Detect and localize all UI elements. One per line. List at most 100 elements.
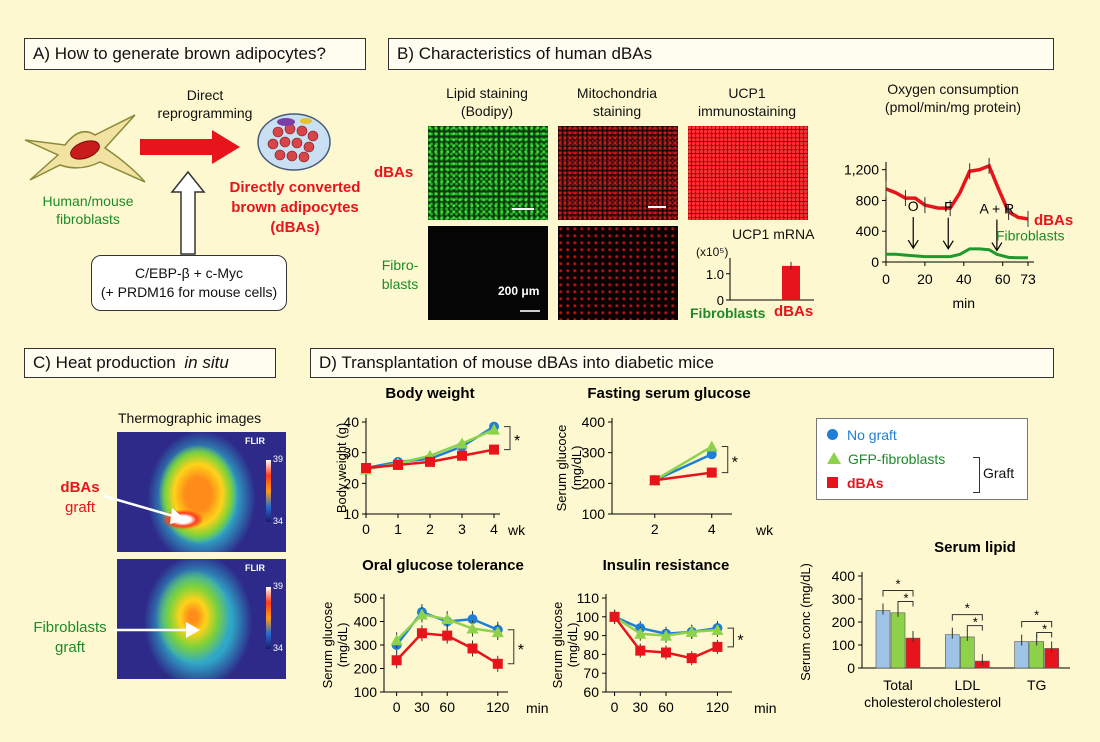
injection-label: A + R xyxy=(980,201,1015,217)
x-axis-label: min xyxy=(526,700,549,716)
mrna-xlabel-fibroblasts: Fibroblasts xyxy=(690,305,766,321)
y-tick-label: 100 xyxy=(354,684,378,700)
chart-title: Body weight xyxy=(385,385,474,402)
x-tick-label: 40 xyxy=(956,271,972,287)
data-point xyxy=(488,423,500,435)
series-label-fibroblasts: Fibroblasts xyxy=(996,227,1064,243)
y-tick-label: 110 xyxy=(577,590,600,606)
bar xyxy=(905,637,921,669)
y-tick-label: 90 xyxy=(583,628,599,644)
thermo-scale xyxy=(266,460,271,522)
data-point xyxy=(491,626,504,638)
series-line-1 xyxy=(886,247,1028,260)
significance-bracket xyxy=(1021,621,1053,628)
micrograph-mito-dbas xyxy=(558,126,678,220)
y-tick-label: 400 xyxy=(856,223,880,239)
thermo-label-dbas: dBAs graft xyxy=(60,479,100,516)
significance-bracket xyxy=(1036,632,1053,638)
source-label: Human/mouse fibroblasts xyxy=(42,193,134,227)
data-point xyxy=(712,641,723,652)
bar-dbas xyxy=(782,265,800,300)
legend-group-label: Graft xyxy=(983,465,1015,481)
micrograph-mito-fibroblasts xyxy=(558,226,678,320)
mrna-xlabel-dbas: dBAs xyxy=(774,303,814,320)
injection-label: O xyxy=(908,198,919,214)
x-tick-label: 60 xyxy=(658,699,674,715)
bar xyxy=(945,634,960,669)
legend-item-gfp: GFP-fibroblasts xyxy=(827,451,945,467)
thermo-scale-hi: 39 xyxy=(273,581,284,591)
x-tick-label: 60 xyxy=(439,699,455,715)
significance-star: * xyxy=(1034,608,1039,623)
significance-bracket xyxy=(727,627,734,648)
y-axis-label: Body weight (g) xyxy=(334,423,349,513)
x-tick-label: 73 xyxy=(1020,271,1036,287)
x-tick-label: 120 xyxy=(486,699,510,715)
data-point xyxy=(457,450,467,461)
col-label-lipid: Lipid staining (Bodipy) xyxy=(446,85,528,119)
insulin-resistance-chart: Insulin resistance 60 70 80 90 100 110 0 30 60 120… xyxy=(550,557,777,716)
bar xyxy=(960,636,975,669)
y-tick-label: 20 xyxy=(343,475,359,491)
x-tick-label: 4 xyxy=(708,521,716,537)
mrna-unit: (x10⁵) xyxy=(696,245,729,259)
data-point xyxy=(649,475,660,486)
legend-bracket xyxy=(973,457,980,493)
y-tick-label: 30 xyxy=(343,445,359,461)
section-c-header-text: C) Heat production xyxy=(33,353,181,372)
injection-arrow-icon xyxy=(907,239,919,250)
significance-bracket xyxy=(504,426,511,451)
y-tick-label: 400 xyxy=(832,568,856,584)
data-point xyxy=(467,614,478,625)
data-point xyxy=(706,467,717,478)
data-point xyxy=(706,449,717,460)
y-tick-label: 200 xyxy=(832,614,856,630)
y-tick-label: 0 xyxy=(847,660,855,676)
significance-star: * xyxy=(732,455,738,472)
injection-arrow-icon xyxy=(942,240,954,250)
col-label-mito: Mitochondria staining xyxy=(576,85,658,119)
y-axis-label: Serum glucose xyxy=(550,602,565,689)
data-point xyxy=(425,456,435,467)
thermo-scale-hi: 39 xyxy=(273,454,284,464)
injection-arrow-icon xyxy=(991,242,1003,252)
x-axis-label: min xyxy=(953,295,976,311)
x-tick-label: 0 xyxy=(611,699,619,715)
thermo-image-fibroblasts: FLIR 39 34 xyxy=(117,559,286,679)
data-point xyxy=(685,625,698,637)
legend-item-no-graft: No graft xyxy=(827,427,897,443)
y-tick-label: 200 xyxy=(582,475,606,491)
data-point xyxy=(416,628,427,639)
bar xyxy=(875,610,891,669)
section-c-header-italic: in situ xyxy=(184,353,229,372)
x-tick-label: 2 xyxy=(651,521,659,537)
section-c-header: C) Heat production in situ xyxy=(24,348,276,378)
micrograph-lipid-fibroblasts: 200 μm xyxy=(428,226,548,320)
pointer-arrow-icon xyxy=(114,622,200,638)
data-point xyxy=(456,437,468,449)
thermo-scale-lo: 34 xyxy=(273,643,284,653)
category-label: cholesterol xyxy=(933,694,1001,710)
circle-marker-icon xyxy=(827,429,838,440)
oxygen-consumption-chart: 0 400 800 1,200 0 20 40 60 73 min O F A + R dBAsFibro… xyxy=(844,157,1073,311)
data-point xyxy=(391,655,402,666)
thermo-subtitle: Thermographic images xyxy=(118,410,262,426)
legend-item-dbas: dBAs xyxy=(827,475,884,491)
micrograph-lipid-dbas xyxy=(428,126,548,220)
data-point xyxy=(361,463,371,473)
chart-title: Insulin resistance xyxy=(603,557,730,574)
y-tick-label: 70 xyxy=(583,665,599,681)
chart-title: Serum lipid xyxy=(934,539,1016,556)
legend-box: No graft GFP-fibroblasts dBAs Graft xyxy=(816,418,1028,500)
thermo-label-fibroblasts: Fibroblasts graft xyxy=(33,619,107,656)
significance-star: * xyxy=(518,642,524,659)
data-point xyxy=(660,629,672,641)
significance-star: * xyxy=(965,601,970,616)
pointer-arrow-icon xyxy=(103,494,186,524)
y-tick-label: 60 xyxy=(583,684,599,700)
ucp1-mrna-chart: 01.0 xyxy=(706,258,814,306)
y-tick-label: 100 xyxy=(832,637,856,653)
row-label-dbas: dBAs xyxy=(374,164,414,181)
section-d-header: D) Transplantation of mouse dBAs into di… xyxy=(310,348,1054,378)
y-tick-label: 100 xyxy=(576,609,600,625)
